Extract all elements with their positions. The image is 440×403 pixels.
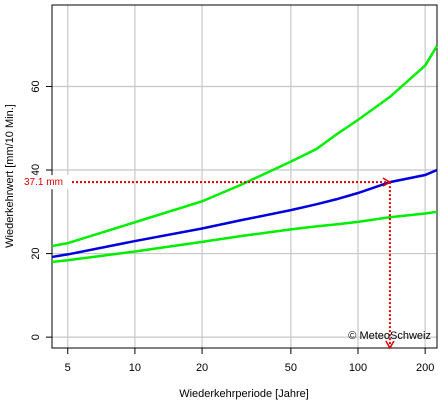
x-tick-label: 20	[196, 362, 208, 374]
x-axis-label: Wiederkehrperiode [Jahre]	[179, 388, 309, 400]
x-tick-label: 100	[349, 362, 367, 374]
x-tick-label: 10	[129, 362, 141, 374]
marker-arrow	[382, 177, 392, 187]
marker-arrow	[385, 340, 395, 350]
line-series	[51, 45, 439, 248]
marker-label-bg	[22, 175, 72, 190]
line-series	[51, 210, 438, 264]
credit: © MeteoSchweiz	[348, 330, 431, 342]
y-axis-label: Wiederkehrwert [mm/10 Min.]	[4, 104, 16, 248]
x-tick-label: 200	[416, 362, 434, 374]
x-tick-label: 5	[65, 362, 71, 374]
marker-label: 37.1 mm	[24, 177, 63, 188]
y-tick-label: 20	[30, 247, 42, 259]
x-tick-label: 50	[285, 362, 297, 374]
y-tick-label: 0	[30, 334, 42, 340]
line-series	[51, 168, 438, 259]
y-tick-label: 40	[30, 164, 42, 176]
y-tick-label: 60	[30, 80, 42, 92]
plot-frame	[51, 4, 438, 349]
